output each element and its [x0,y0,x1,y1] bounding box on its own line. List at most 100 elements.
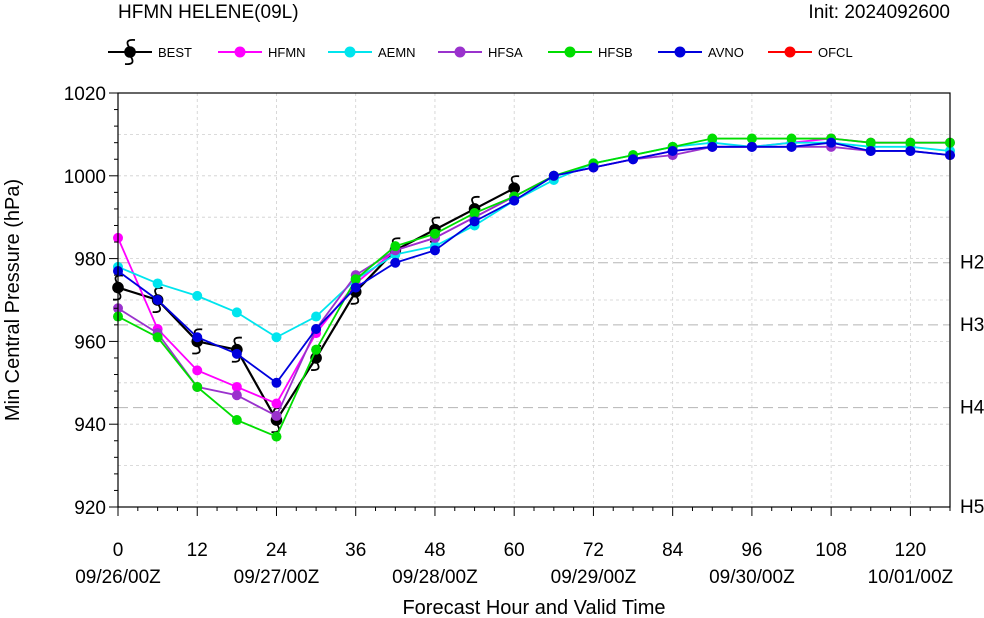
point-hfsb [311,344,322,355]
legend-label: HFSA [488,45,523,60]
point-hfsa [231,390,242,401]
x-date-label: 09/26/00Z [75,567,161,588]
point-avno [509,195,520,206]
legend-marker [564,46,576,58]
series-line-aemn [117,141,951,339]
intensity-label: H2 [960,253,984,274]
axis-layer: 920 940 960 980 1000 1020 0 12 24 36 48 60 72 84 96 108… [2,84,954,618]
point-hfsb [152,332,163,343]
point-hfmn [231,381,242,392]
x-tick-label: 108 [815,540,847,561]
intensity-reference-lines: H2 H3 H4 H5 [118,253,984,518]
x-date-label: 09/29/00Z [551,567,637,588]
point-avno [746,141,757,152]
legend-item-avno: AVNO [658,45,744,60]
series-line-hfsb [117,137,950,438]
legend-marker [674,46,686,58]
x-tick-label: 12 [187,540,208,561]
y-tick-label: 1000 [64,167,106,188]
point-hfmn [192,365,203,376]
x-date-label: 09/27/00Z [234,567,320,588]
point-hfsb [905,137,916,148]
point-hfmn [271,398,282,409]
point-aemn [152,278,163,289]
legend-label: BEST [158,45,192,60]
legend-label: AEMN [378,45,416,60]
x-date-label: 09/28/00Z [392,567,478,588]
legend-label: HFMN [268,45,306,60]
y-tick-label: 960 [74,332,106,353]
grid-layer [117,93,950,507]
point-hfsb [350,274,361,285]
point-avno [548,170,559,181]
point-aemn [231,307,242,318]
y-tick-label: 1020 [64,84,106,105]
point-avno [588,162,599,173]
point-avno [350,282,361,293]
point-avno [667,145,678,156]
point-avno [628,154,639,165]
point-avno [271,377,282,388]
point-hfsb [786,133,797,144]
x-tick-label: 48 [424,540,445,561]
point-avno [865,145,876,156]
point-hfsb [390,241,401,252]
series-line-avno [117,141,951,385]
point-avno [826,137,837,148]
point-hfsb [192,381,203,392]
x-date-label: 09/30/00Z [709,567,795,588]
point-avno [231,348,242,359]
point-hfsb [231,415,242,426]
chart-title: HFMN HELENE(09L) [118,2,299,23]
point-avno [311,323,322,334]
point-avno [192,332,203,343]
intensity-label: H3 [960,315,984,336]
legend-marker [454,46,466,58]
point-avno [905,145,916,156]
point-avno [707,141,718,152]
x-date-label: 10/01/00Z [868,567,954,588]
legend-marker [234,46,246,58]
point-avno [429,245,440,256]
legend-label: AVNO [708,45,744,60]
x-axis-title: Forecast Hour and Valid Time [402,597,665,618]
y-tick-label: 980 [74,250,106,271]
series-layer [112,133,955,442]
x-tick-label: 24 [266,540,288,561]
intensity-label: H5 [960,497,984,518]
legend-marker [784,46,796,58]
point-hfsb [429,228,440,239]
legend-item-best: BEST [108,38,192,66]
point-hfsb [271,431,282,442]
legend-item-hfsb: HFSB [548,45,633,60]
x-tick-label: 84 [662,540,684,561]
legend-item-ofcl: OFCL [768,45,853,60]
y-tick-label: 940 [74,415,106,436]
point-aemn [311,311,322,322]
x-tick-label: 36 [345,540,366,561]
y-axis-title: Min Central Pressure (hPa) [2,179,24,421]
point-hfsb [469,208,480,219]
x-tick-label: 96 [741,540,762,561]
y-tick-label: 920 [74,498,106,519]
series-line-hfmn [117,137,950,405]
point-avno [152,295,163,305]
legend-marker [344,46,356,58]
x-tick-label: 72 [583,540,604,561]
point-avno [469,216,480,227]
point-avno [786,141,797,152]
x-tick-label: 60 [504,540,525,561]
x-tick-label: 120 [895,540,927,561]
legend-label: OFCL [818,45,853,60]
point-hfsb [707,133,718,144]
point-avno [390,257,401,268]
legend: BEST HFMN AEMN HFSA HFSB AVNO OFCL [108,38,853,66]
legend-item-hfsa: HFSA [438,45,523,60]
point-hfsa [271,410,282,421]
init-time-label: Init: 2024092600 [808,2,950,23]
legend-item-hfmn: HFMN [218,45,306,60]
point-aemn [271,332,282,343]
point-hfsb [865,137,876,148]
intensity-label: H4 [960,398,984,419]
